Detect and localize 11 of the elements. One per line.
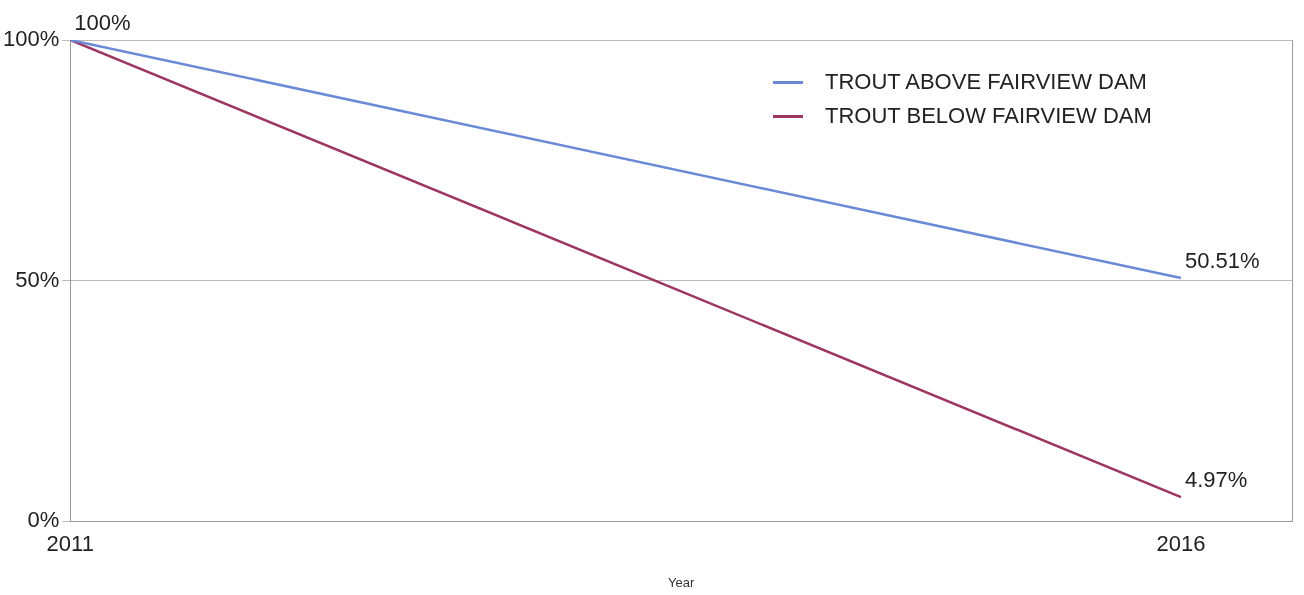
legend-label: TROUT ABOVE FAIRVIEW DAM [825,68,1147,96]
data-label: 100% [74,10,131,35]
data-label: 4.97% [1184,467,1248,493]
data-label: 50.51% [1184,248,1260,274]
legend-label: TROUT BELOW FAIRVIEW DAM [825,102,1152,130]
x-axis-title: Year [667,574,695,590]
y-tick-label: 50% [15,266,60,292]
x-tick-label: 2016 [1156,531,1206,557]
x-tick-label: 2011 [46,531,94,557]
y-tick-label: 0% [27,507,60,533]
y-tick-label: 100% [2,26,60,52]
